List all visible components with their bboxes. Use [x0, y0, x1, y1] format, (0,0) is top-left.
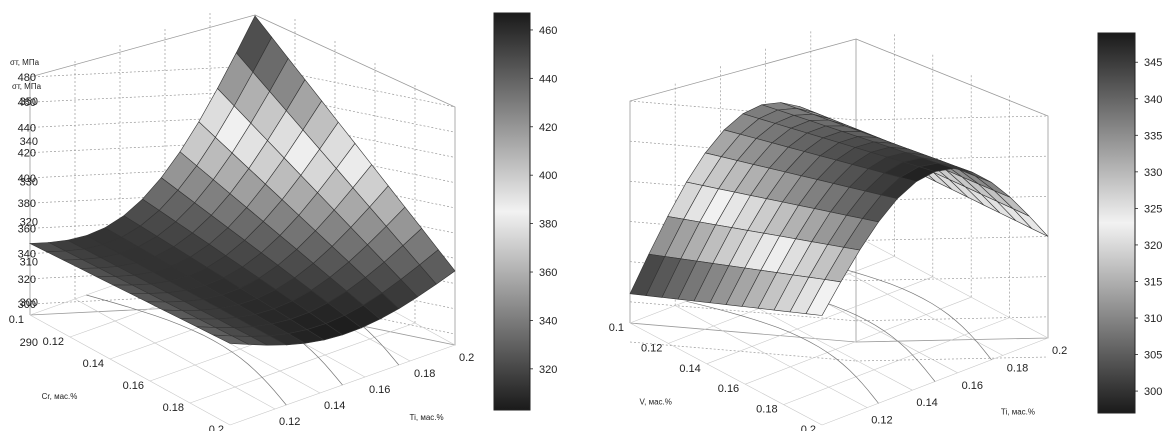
floor-gridline — [675, 305, 868, 408]
y-tick-label: 0.2 — [459, 352, 474, 364]
z-tick-label: 320 — [20, 217, 38, 229]
y-tick-label: 0.14 — [324, 400, 345, 412]
z-tick-label: 340 — [18, 249, 36, 261]
colorbar-tick-label: 305 — [1144, 350, 1162, 362]
x-tick-label: 0.12 — [43, 336, 64, 348]
colorbar-tick-label: 345 — [1144, 57, 1162, 69]
x-tick-label: 0.2 — [209, 424, 224, 431]
y-axis-title: Ti, мас.% — [1001, 407, 1035, 416]
y-axis-title: Ti, мас.% — [410, 413, 444, 422]
surface-patch — [213, 334, 249, 345]
z-tick-label: 400 — [18, 173, 36, 185]
gridline-z — [855, 316, 1049, 322]
z-axis-title: σт, МПа — [12, 82, 42, 91]
gridline-z — [29, 141, 256, 154]
colorbar-tick-label: 310 — [1144, 313, 1162, 325]
z-tick-label: 310 — [20, 257, 38, 269]
x-axis-title: Cr, мас.% — [42, 392, 78, 401]
z-tick-label: 380 — [18, 198, 36, 210]
gridline-z — [29, 90, 256, 103]
colorbar-tick-label: 440 — [539, 73, 557, 85]
colorbar — [493, 12, 531, 411]
y-tick-label: 0.12 — [871, 415, 892, 427]
gridline-z — [629, 341, 857, 362]
z-tick-label: 350 — [20, 96, 38, 108]
x-tick-label: 0.1 — [609, 322, 624, 334]
z-tick-label: 480 — [18, 72, 36, 84]
z-tick-label: 300 — [20, 297, 38, 309]
y-tick-label: 0.18 — [414, 368, 435, 380]
z-tick-label: 320 — [18, 274, 36, 286]
z-tick-label: 340 — [20, 136, 38, 148]
y-tick-label: 0.16 — [962, 380, 983, 392]
gridline-z — [29, 191, 256, 204]
floor-gridline — [745, 296, 972, 385]
colorbar-tick-label: 380 — [539, 219, 557, 231]
floor-gridline — [855, 235, 1049, 339]
floor-gridline — [189, 322, 416, 404]
gridline-z — [855, 236, 1049, 241]
colorbar-tick-label: 460 — [539, 25, 557, 37]
gridline-z — [629, 301, 857, 322]
colorbar-tick-label: 335 — [1144, 130, 1162, 142]
gridline-z — [855, 115, 1049, 121]
gridline-z — [29, 166, 256, 179]
colorbar-tick-label: 340 — [1144, 94, 1162, 106]
floor-contour — [86, 294, 287, 406]
x-tick-label: 0.2 — [801, 424, 816, 431]
y-tick-label: 0.16 — [369, 384, 390, 396]
floor-gridline — [783, 317, 1010, 405]
colorbar-tick-label: 315 — [1144, 276, 1162, 288]
colorbar-tick-label: 400 — [539, 170, 557, 182]
x-tick-label: 0.18 — [756, 404, 777, 416]
colorbar — [1097, 32, 1136, 414]
x-tick-label: 0.1 — [9, 314, 24, 326]
x-tick-label: 0.18 — [163, 402, 184, 414]
surface — [629, 102, 1049, 316]
floor-gridline — [629, 322, 823, 426]
gridline-z — [29, 65, 256, 78]
y-tick-label: 0.18 — [1007, 362, 1028, 374]
z-tick-label: 330 — [20, 176, 38, 188]
gridline-z — [855, 356, 1049, 362]
surface-patch — [1012, 208, 1049, 237]
colorbar-tick-label: 320 — [539, 364, 557, 376]
colorbar-tick-label: 330 — [1144, 167, 1162, 179]
x-tick-label: 0.12 — [641, 342, 662, 354]
floor-gridline — [29, 314, 231, 426]
colorbar-tick-label: 420 — [539, 122, 557, 134]
surface-patch — [805, 279, 842, 316]
z-tick-label: 460 — [18, 97, 36, 109]
surface — [28, 15, 456, 346]
x-tick-label: 0.16 — [718, 383, 739, 395]
x-axis-title: V, мас.% — [640, 398, 672, 407]
z-tick-label: 290 — [20, 337, 38, 349]
y-tick-label: 0.12 — [279, 416, 300, 428]
colorbar-tick-label: 360 — [539, 267, 557, 279]
z-tick-label: 360 — [18, 223, 36, 235]
gridline-z — [29, 116, 256, 128]
x-tick-label: 0.14 — [83, 358, 104, 370]
colorbar-tick-label: 325 — [1144, 203, 1162, 215]
x-tick-label: 0.16 — [123, 380, 144, 392]
y-tick-label: 0.14 — [916, 397, 937, 409]
z-axis-title: σт, МПа — [10, 58, 40, 67]
z-tick-label: 440 — [18, 122, 36, 134]
colorbar-tick-label: 300 — [1144, 386, 1162, 398]
floor-gridline — [74, 298, 276, 410]
y-tick-label: 0.2 — [1052, 345, 1067, 357]
z-tick-label: 300 — [18, 299, 36, 311]
x-tick-label: 0.14 — [679, 363, 700, 375]
z-tick-label: 420 — [18, 148, 36, 160]
floor-gridline — [706, 276, 933, 365]
colorbar-tick-label: 320 — [1144, 240, 1162, 252]
colorbar-tick-label: 340 — [539, 315, 557, 327]
gridline-z — [855, 276, 1049, 282]
floor-contour — [686, 300, 879, 404]
